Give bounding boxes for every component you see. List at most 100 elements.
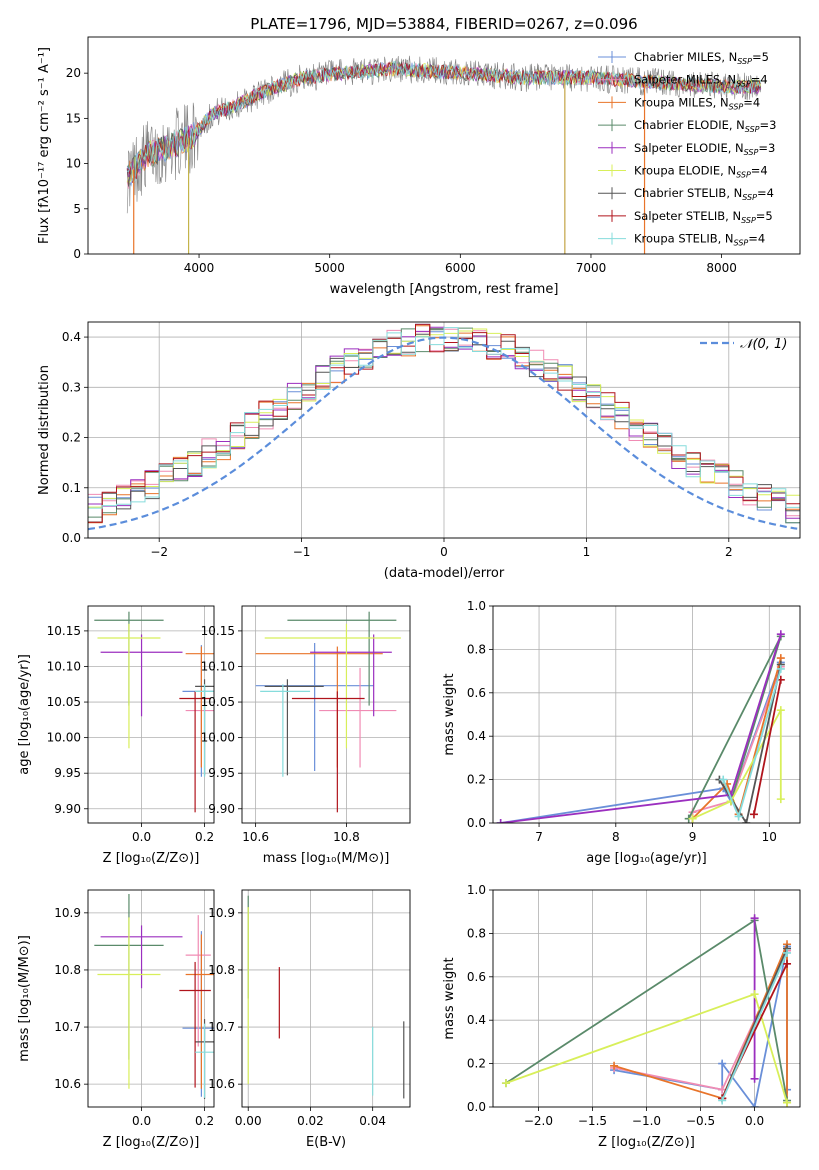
panel-age_vs_Z: 0.0 0.2 9.90 9.95 10.00 10.05 10.10 10.15 Z [log…	[17, 605, 215, 866]
x-tick-label: −0.5	[686, 1114, 715, 1128]
legend: Chabrier MILES, NSSP=5 Salpeter MILES, NS…	[598, 50, 776, 248]
x-axis-label: (data-model)/error	[384, 566, 505, 581]
x-tick-label: 0.02	[297, 1114, 324, 1128]
weight-marker	[501, 1079, 510, 1088]
plot-area	[126, 55, 762, 254]
y-tick-label: 1.0	[467, 883, 486, 897]
weight-marker	[718, 1096, 727, 1105]
axes-frame	[87, 889, 215, 1108]
y-tick-label: 10.15	[47, 624, 81, 638]
weight-marker	[776, 630, 785, 639]
plot-area	[501, 914, 792, 1107]
error-bar-point	[264, 679, 324, 776]
weight-series-line	[753, 679, 782, 815]
y-tick-label: 10.10	[47, 659, 81, 673]
y-tick-label: 0.8	[467, 926, 486, 940]
x-tick-label: 9	[689, 830, 697, 844]
legend-label: Kroupa STELIB, NSSP=4	[634, 232, 765, 248]
weight-marker	[750, 1103, 759, 1107]
y-tick-label: 0.1	[62, 481, 81, 495]
y-axis-label: mass [log₁₀(M/M⊙)]	[17, 935, 32, 1062]
weight-marker	[776, 664, 785, 673]
x-axis-label: Z [log₁₀(Z/Z⊙)]	[103, 1135, 200, 1150]
x-tick-label: 0.0	[745, 1114, 764, 1128]
y-tick-label: 9.95	[54, 766, 81, 780]
weight-marker	[610, 1061, 619, 1070]
panel-mass_vs_ebv: 0.00 0.02 0.04 10.6 10.7 10.8 10.9 E(B-V)	[208, 889, 411, 1150]
weight-marker	[783, 1098, 792, 1107]
error-bar-point	[97, 917, 161, 1089]
axes-frame	[492, 605, 801, 824]
x-tick-label: 7	[535, 830, 543, 844]
y-tick-label: 0.4	[467, 729, 486, 743]
error-bar-point	[319, 667, 397, 768]
weight-marker	[734, 812, 743, 821]
y-tick-label: 9.90	[54, 802, 81, 816]
x-tick-label: −1	[293, 545, 311, 559]
legend-label: Salpeter MILES, NSSP=4	[634, 73, 768, 89]
error-bar-point	[185, 934, 214, 1089]
y-tick-label: 5	[73, 202, 81, 216]
error-bar-point	[195, 684, 214, 777]
y-tick-label: 9.95	[208, 766, 235, 780]
axes-frame	[492, 889, 801, 1108]
legend-label: Kroupa MILES, NSSP=4	[634, 95, 760, 111]
y-tick-label: 0	[73, 247, 81, 261]
axes-frame	[87, 321, 801, 539]
plot-area	[255, 611, 401, 813]
weight-marker	[496, 819, 505, 823]
y-axis-label: mass weight	[442, 957, 457, 1039]
weight-marker	[776, 706, 785, 715]
y-tick-label: 15	[66, 111, 81, 125]
weight-marker	[750, 990, 759, 999]
legend-label: Salpeter STELIB, NSSP=5	[634, 209, 773, 225]
error-bar-point	[185, 915, 211, 1047]
error-bar-point	[195, 1023, 214, 1098]
y-tick-label: 0.6	[467, 686, 486, 700]
x-tick-label: 0	[440, 545, 448, 559]
error-bar-point	[287, 611, 397, 706]
panel-weight_vs_age: 7 8 9 10 0.0 0.2 0.4 0.6 0.8 1.0 age [log₁₀(age/yr…	[442, 599, 801, 866]
y-tick-label: 0.2	[62, 431, 81, 445]
residual-histogram	[88, 323, 800, 523]
weight-marker	[783, 948, 792, 957]
y-axis-label: mass weight	[442, 673, 457, 755]
y-tick-label: 10.9	[208, 906, 235, 920]
error-bar-point	[291, 691, 365, 813]
y-tick-label: 0.8	[467, 642, 486, 656]
weight-marker	[749, 810, 758, 819]
y-tick-label: 10.00	[201, 731, 235, 745]
error-bar-point	[100, 925, 183, 989]
error-bar-point	[264, 623, 401, 749]
x-tick-label: 0.04	[359, 1114, 386, 1128]
legend-label: Chabrier MILES, NSSP=5	[634, 50, 769, 66]
panel-mass_vs_Z: 0.0 0.2 10.6 10.7 10.8 10.9 Z [log₁₀(Z/Z⊙)] mas…	[17, 889, 215, 1150]
axes-frame	[87, 36, 801, 255]
x-tick-label: 0.2	[195, 830, 214, 844]
y-tick-label: 0.4	[467, 1013, 486, 1027]
figure-title: PLATE=1796, MJD=53884, FIBERID=0267, z=0…	[250, 15, 637, 33]
x-axis-label: wavelength [Angstrom, rest frame]	[330, 282, 559, 297]
x-tick-label: 0.0	[132, 830, 151, 844]
weight-marker	[783, 959, 792, 968]
x-tick-label: 0.2	[195, 1114, 214, 1128]
x-tick-label: 10.8	[333, 830, 360, 844]
y-tick-label: 0.4	[62, 330, 81, 344]
y-axis-label: Normed distribution	[37, 365, 52, 495]
x-tick-label: 6000	[445, 261, 476, 275]
y-tick-label: 10.8	[54, 963, 81, 977]
axes-frame	[241, 889, 411, 1108]
plot-area	[94, 611, 214, 813]
x-tick-label: 8000	[706, 261, 737, 275]
x-tick-label: 0.00	[235, 1114, 262, 1128]
y-tick-label: 1.0	[467, 599, 486, 613]
weight-marker	[688, 814, 697, 823]
y-axis-label: Flux [fλ10⁻¹⁷ erg cm⁻² s⁻¹ A⁻¹]	[37, 47, 52, 244]
legend-label: Salpeter ELODIE, NSSP=3	[634, 141, 775, 157]
residual-histogram	[88, 327, 800, 509]
x-tick-label: 7000	[576, 261, 607, 275]
error-bar-point	[260, 684, 311, 777]
error-bar-point	[179, 691, 211, 813]
panel-spectrum: 4000 5000 6000 7000 8000 0 5 10 15 20 wavelength […	[37, 36, 801, 297]
